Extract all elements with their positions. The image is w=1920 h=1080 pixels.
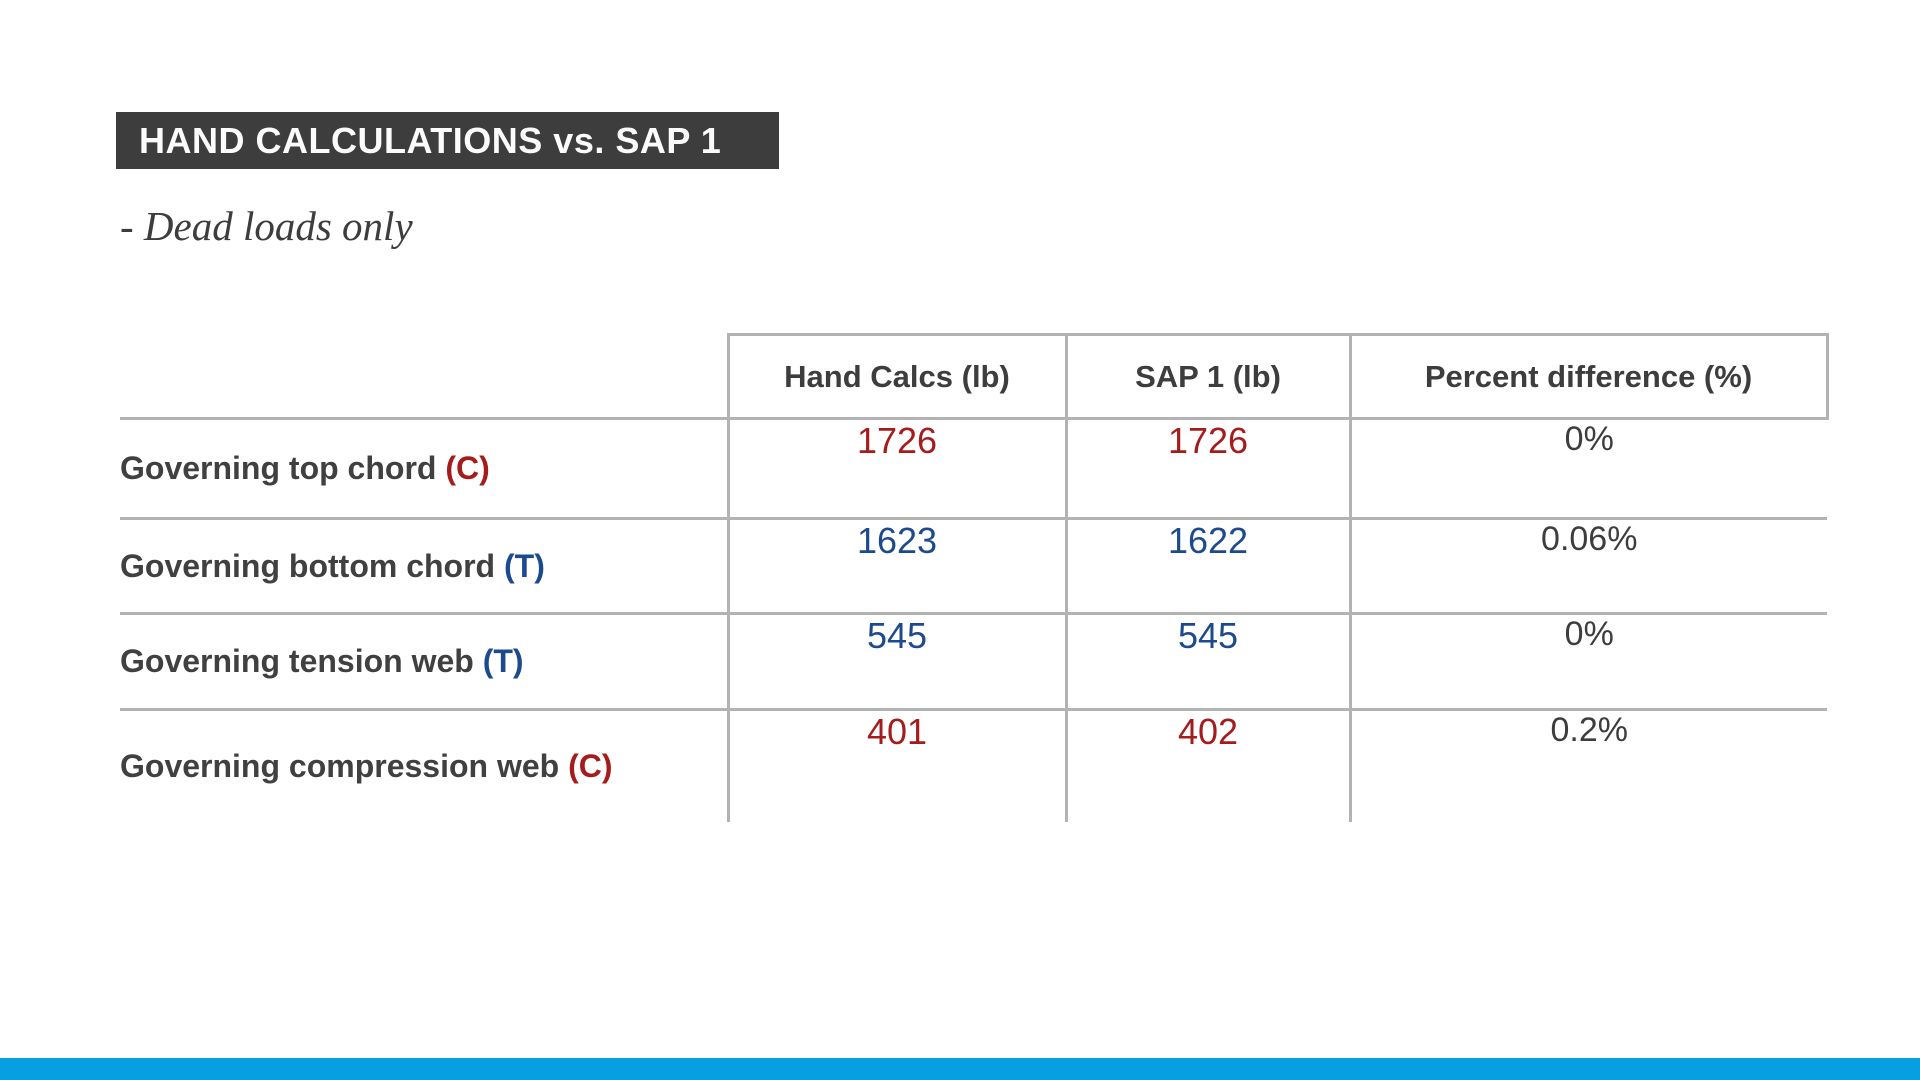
table-row: Governing top chord (C) 1726 1726 0% [120,417,1827,519]
sap1-value: 545 [1064,612,1350,710]
row-label: Governing top chord (C) [120,417,728,519]
row-label-text: Governing top chord [120,450,437,486]
comparison-table-wrapper: Hand Calcs (lb) SAP 1 (lb) Percent diffe… [120,333,1829,822]
percent-diff-value: 0% [1348,417,1827,519]
hand-calcs-value: 1726 [726,417,1066,519]
force-type-tag: (C) [445,450,490,486]
table-row: Governing tension web (T) 545 545 0% [120,612,1827,710]
table-row: Governing compression web (C) 401 402 0.… [120,708,1827,822]
percent-diff-value: 0.06% [1348,517,1827,614]
header-row: Hand Calcs (lb) SAP 1 (lb) Percent diffe… [120,333,1829,420]
row-label: Governing tension web (T) [120,612,728,710]
hand-calcs-value: 545 [726,612,1066,710]
row-label-text: Governing bottom chord [120,547,496,584]
col-header-sap1: SAP 1 (lb) [1064,333,1352,420]
force-type-tag: (C) [568,747,613,784]
percent-diff-value: 0.2% [1348,708,1827,822]
sap1-value: 402 [1064,708,1350,822]
col-header-hand-calcs: Hand Calcs (lb) [726,333,1068,420]
row-label-text: Governing tension web [120,643,474,679]
row-label: Governing bottom chord (T) [120,517,728,614]
percent-diff-value: 0% [1348,612,1827,710]
sap1-value: 1726 [1064,417,1350,519]
comparison-table: Hand Calcs (lb) SAP 1 (lb) Percent diffe… [120,333,1829,822]
slide-title: HAND CALCULATIONS vs. SAP 1 [116,112,779,169]
table-row: Governing bottom chord (T) 1623 1622 0.0… [120,517,1827,614]
row-label: Governing compression web (C) [120,708,728,822]
slide-subtitle: - Dead loads only [120,203,413,249]
force-type-tag: (T) [503,547,545,584]
bottom-accent-bar [0,1058,1920,1080]
col-header-percent-diff: Percent difference (%) [1348,333,1829,420]
hand-calcs-value: 1623 [726,517,1066,614]
row-label-text: Governing compression web [120,747,560,784]
sap1-value: 1622 [1064,517,1350,614]
slide-title-text: HAND CALCULATIONS vs. SAP 1 [139,119,722,161]
hand-calcs-value: 401 [726,708,1066,822]
force-type-tag: (T) [482,643,524,679]
corner-header-cell [120,334,728,420]
